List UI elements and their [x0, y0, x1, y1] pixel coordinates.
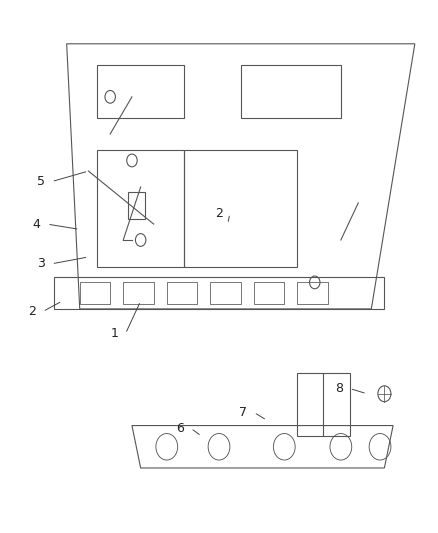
Text: 5: 5: [36, 175, 45, 188]
Bar: [210, 282, 241, 304]
Bar: [127, 192, 145, 219]
Bar: [80, 282, 110, 304]
Bar: [123, 282, 154, 304]
Text: 2: 2: [28, 305, 36, 318]
Text: 1: 1: [111, 327, 119, 341]
Text: 8: 8: [335, 382, 343, 395]
Bar: [254, 282, 284, 304]
Text: 6: 6: [176, 422, 184, 435]
Bar: [167, 282, 197, 304]
Bar: [297, 373, 350, 436]
Bar: [297, 282, 328, 304]
Text: 7: 7: [239, 406, 247, 419]
Text: 2: 2: [215, 207, 223, 220]
Text: 3: 3: [37, 257, 45, 270]
Text: 4: 4: [32, 217, 40, 231]
